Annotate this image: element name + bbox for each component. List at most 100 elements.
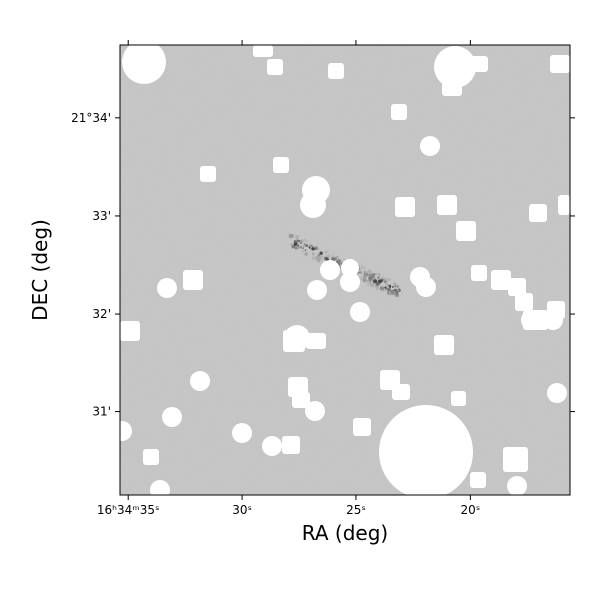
image	[120, 45, 570, 495]
galaxy-pixel	[315, 255, 320, 261]
galaxy-pixel	[365, 280, 368, 283]
mask-square	[267, 59, 283, 75]
mask-circle	[341, 259, 359, 277]
mask-square	[120, 321, 140, 341]
galaxy-pixel	[385, 282, 388, 286]
mask-circle	[507, 476, 527, 495]
galaxy-pixel	[294, 246, 298, 250]
mask-circle	[232, 423, 252, 443]
mask-square	[282, 436, 300, 454]
y-axis-label: DEC (deg)	[28, 219, 52, 321]
mask-circle	[434, 46, 476, 88]
x-tick-label: 16ʰ34ᵐ35ˢ	[97, 503, 160, 517]
galaxy-pixel	[342, 258, 346, 262]
mask-circle	[350, 302, 370, 322]
mask-square	[392, 384, 410, 400]
galaxy-pixel	[298, 241, 301, 245]
mask-square	[273, 157, 289, 173]
galaxy-pixel	[384, 286, 387, 289]
mask-square	[456, 221, 476, 241]
mask-square	[200, 166, 216, 182]
mask-square	[529, 204, 547, 222]
galaxy-pixel	[382, 284, 385, 288]
galaxy-pixel	[390, 290, 394, 294]
galaxy-pixel	[379, 279, 383, 283]
galaxy-pixel	[329, 255, 331, 257]
galaxy-pixel	[302, 239, 304, 241]
galaxy-pixel	[311, 256, 315, 260]
mask-square	[547, 301, 565, 319]
galaxy-pixel	[303, 243, 306, 246]
galaxy-pixel	[319, 251, 323, 255]
galaxy-pixel	[308, 240, 312, 244]
galaxy-pixel	[321, 256, 325, 260]
mask-circle	[157, 278, 177, 298]
mask-square	[451, 391, 466, 406]
galaxy-pixel	[368, 276, 372, 280]
galaxy-pixel	[311, 247, 315, 251]
y-tick-label: 33'	[92, 209, 111, 223]
mask-square	[253, 45, 273, 57]
galaxy-pixel	[295, 235, 300, 240]
mask-square	[143, 449, 159, 465]
mask-circle	[150, 480, 170, 495]
galaxy-pixel	[337, 259, 341, 263]
galaxy-pixel	[294, 244, 297, 247]
galaxy-pixel	[367, 269, 372, 274]
galaxy-pixel	[325, 251, 327, 254]
mask-square	[491, 270, 511, 290]
x-tick-label: 20ˢ	[460, 503, 480, 517]
galaxy-pixel	[292, 236, 294, 238]
mask-square	[471, 265, 487, 281]
galaxy-pixel	[305, 244, 309, 247]
galaxy-pixel	[313, 245, 317, 248]
galaxy-pixel	[326, 254, 330, 258]
galaxy-pixel	[377, 276, 379, 279]
mask-circle	[120, 421, 132, 441]
galaxy-pixel	[373, 279, 378, 284]
mask-square	[434, 335, 454, 355]
galaxy-pixel	[377, 272, 381, 277]
galaxy-pixel	[304, 252, 309, 256]
mask-circle	[307, 280, 327, 300]
mask-square	[328, 63, 344, 79]
galaxy-pixel	[309, 244, 312, 247]
x-axis-label: RA (deg)	[302, 521, 388, 545]
y-tick-label: 31'	[92, 405, 111, 419]
galaxy-pixel	[386, 285, 390, 289]
mask-circle	[162, 407, 182, 427]
galaxy-pixel	[367, 280, 370, 283]
galaxy-pixel	[382, 276, 386, 279]
mask-circle	[340, 272, 360, 292]
galaxy-pixel	[297, 244, 300, 247]
mask-circle	[300, 192, 326, 218]
mask-square	[470, 56, 488, 72]
mask-circle	[320, 260, 340, 280]
galaxy-pixel	[394, 285, 396, 288]
galaxy-pixel	[393, 282, 397, 286]
mask-circle	[416, 277, 436, 297]
galaxy-pixel	[288, 233, 293, 239]
mask-circle	[379, 405, 473, 495]
galaxy-pixel	[302, 247, 304, 249]
galaxy-pixel	[390, 279, 395, 284]
galaxy-pixel	[339, 266, 342, 269]
galaxy-pixel	[330, 253, 333, 256]
galaxy-pixel	[304, 249, 307, 251]
mask-circle	[190, 371, 210, 391]
galaxy-pixel	[364, 271, 367, 274]
galaxy-pixel	[335, 255, 339, 259]
galaxy-pixel	[317, 253, 321, 257]
galaxy-pixel	[301, 250, 304, 253]
galaxy-pixel	[287, 232, 289, 234]
mask-square	[558, 195, 570, 215]
x-tick-label: 30ˢ	[232, 503, 252, 517]
galaxy-pixel	[359, 271, 362, 274]
galaxy-pixel	[388, 278, 391, 281]
mask-circle	[420, 136, 440, 156]
galaxy-pixel	[396, 285, 400, 288]
galaxy-pixel	[393, 291, 397, 295]
galaxy-pixel	[359, 266, 362, 269]
mask-square	[353, 418, 371, 436]
